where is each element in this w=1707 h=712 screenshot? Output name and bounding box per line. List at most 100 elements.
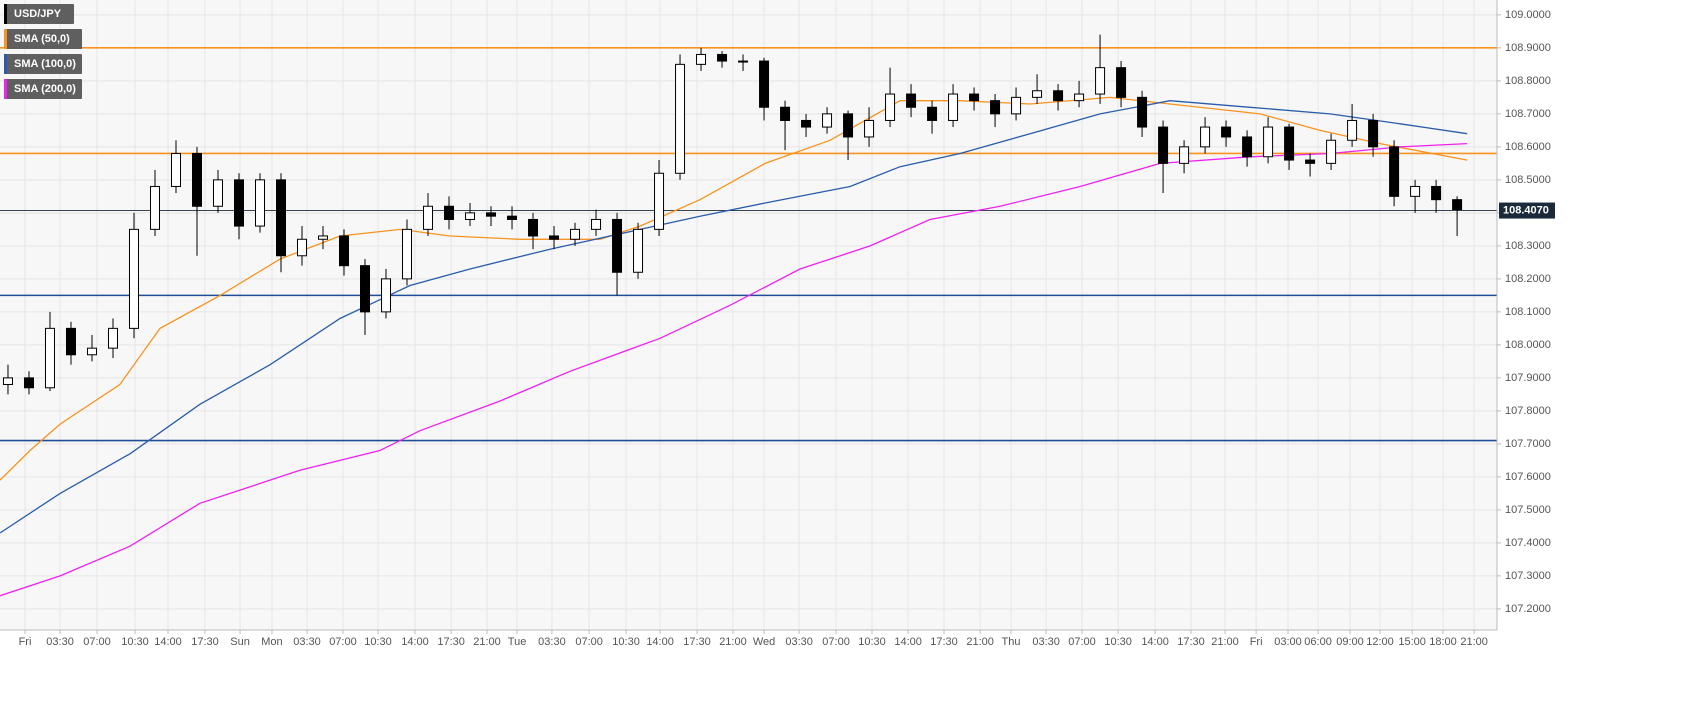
- legend-swatch: [4, 54, 7, 74]
- candle-body: [1221, 126, 1232, 138]
- x-tick-label: Fri: [1250, 636, 1263, 648]
- y-tick-label: 108.9000: [1505, 42, 1551, 54]
- x-tick-label: 03:30: [538, 636, 566, 648]
- candle-body: [1200, 126, 1211, 148]
- y-tick-label: 108.0000: [1505, 339, 1551, 351]
- candle-body: [675, 63, 686, 174]
- x-tick-label: 17:30: [930, 636, 958, 648]
- candle-body: [885, 93, 896, 121]
- x-tick-label: 17:30: [437, 636, 465, 648]
- x-tick-label: 17:30: [683, 636, 711, 648]
- legend-box: [4, 54, 82, 74]
- legend: USD/JPY SMA (50,0) SMA (100,0) SMA (200,0): [4, 4, 82, 99]
- sma-line: [0, 142, 1468, 597]
- x-tick-label: 07:00: [1068, 636, 1096, 648]
- candle-body: [1179, 146, 1190, 164]
- candle-body: [276, 179, 287, 257]
- candle-body: [759, 60, 770, 108]
- candle-body: [255, 179, 266, 227]
- legend-swatch: [4, 4, 7, 24]
- candle-body: [107, 327, 118, 349]
- y-tick-label: 108.7000: [1505, 108, 1551, 120]
- candle-body: [864, 119, 875, 138]
- x-tick-label: 21:00: [1211, 636, 1239, 648]
- x-tick-label: Fri: [19, 636, 32, 648]
- y-tick-label: 107.5000: [1505, 504, 1551, 516]
- candle-body: [465, 212, 476, 220]
- x-tick-label: 03:00: [1274, 636, 1302, 648]
- candle-body: [318, 235, 329, 240]
- candle-body: [1347, 119, 1358, 141]
- x-tick-label: 10:30: [1104, 636, 1132, 648]
- candle-body: [507, 215, 518, 220]
- candle-body: [233, 179, 244, 227]
- legend-box: [4, 4, 74, 24]
- candle-body: [486, 212, 497, 217]
- candle-body: [570, 228, 581, 240]
- sma-line: [0, 100, 1468, 534]
- candle-body: [23, 377, 34, 389]
- candle-body: [927, 106, 938, 121]
- x-tick-label: Wed: [753, 636, 775, 648]
- legend-label: USD/JPY: [14, 8, 62, 20]
- candle-body: [86, 347, 97, 356]
- x-tick-label: 18:00: [1429, 636, 1457, 648]
- legend-swatch: [4, 79, 7, 99]
- legend-swatch: [4, 29, 7, 49]
- x-tick-label: 07:00: [575, 636, 603, 648]
- candle-body: [402, 228, 413, 280]
- y-tick-label: 107.8000: [1505, 405, 1551, 417]
- candle-body: [170, 152, 181, 187]
- x-tick-label: 21:00: [719, 636, 747, 648]
- x-tick-label: 15:00: [1398, 636, 1426, 648]
- candle-body: [969, 93, 980, 102]
- x-tick-label: 07:00: [822, 636, 850, 648]
- candle-body: [381, 278, 392, 313]
- y-tick-label: 108.1000: [1505, 306, 1551, 318]
- candle-body: [612, 218, 623, 273]
- candle-body: [738, 60, 749, 63]
- x-tick-label: 14:00: [154, 636, 182, 648]
- grid: [0, 0, 1497, 630]
- candle-body: [1116, 67, 1127, 98]
- y-tick-label: 107.6000: [1505, 471, 1551, 483]
- y-tick-label: 108.8000: [1505, 75, 1551, 87]
- candle-body: [843, 113, 854, 138]
- last-price-box: [1499, 202, 1555, 219]
- y-tick-label: 107.4000: [1505, 537, 1551, 549]
- candle-body: [1452, 199, 1463, 211]
- candle-body: [801, 119, 812, 128]
- candle-body: [528, 218, 539, 237]
- candle-body: [1263, 126, 1274, 158]
- y-tick-label: 107.2000: [1505, 603, 1551, 615]
- x-tick-label: Tue: [508, 636, 527, 648]
- candle-body: [1326, 139, 1337, 164]
- candle-body: [44, 327, 55, 389]
- x-tick-label: 21:00: [966, 636, 994, 648]
- y-tick-label: 107.9000: [1505, 372, 1551, 384]
- candle-body: [1053, 90, 1064, 102]
- candle-body: [549, 235, 560, 240]
- legend-label: SMA (50,0): [14, 33, 70, 45]
- x-tick-label: 03:30: [1032, 636, 1060, 648]
- candle-body: [191, 152, 202, 207]
- y-tick-label: 108.2000: [1505, 273, 1551, 285]
- x-tick-label: 07:00: [83, 636, 111, 648]
- x-tick-label: 12:00: [1366, 636, 1394, 648]
- sma-line: [0, 96, 1468, 481]
- candle-body: [948, 93, 959, 121]
- y-tick-label: 107.7000: [1505, 438, 1551, 450]
- candle-body: [1305, 159, 1316, 164]
- legend-box: [4, 29, 82, 49]
- candle-body: [780, 106, 791, 121]
- sma-lines: [0, 96, 1468, 597]
- candle-body: [297, 238, 308, 257]
- candle-body: [696, 53, 707, 65]
- x-tick-label: 14:00: [401, 636, 429, 648]
- x-tick-label: 03:30: [46, 636, 74, 648]
- candle-body: [444, 205, 455, 220]
- x-tick-label: 21:00: [473, 636, 501, 648]
- candle-body: [128, 228, 139, 329]
- candle-body: [149, 185, 160, 230]
- candle-body: [906, 93, 917, 108]
